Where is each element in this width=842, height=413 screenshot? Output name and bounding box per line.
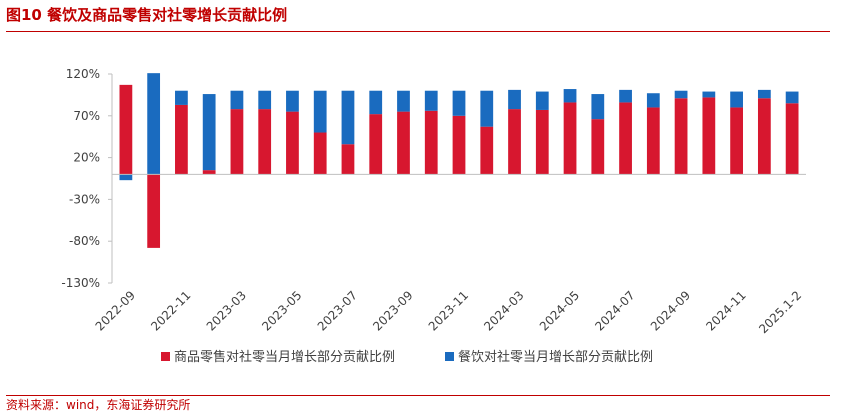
bar-retail-12 [452, 115, 466, 175]
bar-retail-3 [202, 170, 216, 175]
bar-retail-0 [119, 84, 133, 175]
x-tick-label: 2023-03 [204, 288, 249, 333]
x-tick-label: 2024-05 [537, 288, 582, 333]
title-divider [6, 31, 830, 32]
bar-catering-7 [313, 90, 327, 133]
bar-retail-23 [757, 98, 771, 175]
bar-catering-22 [730, 91, 743, 108]
y-tick-label: 120% [66, 67, 100, 81]
y-tick-label: -80% [69, 234, 100, 248]
bar-catering-24 [785, 91, 799, 104]
x-tick-label: 2022-11 [148, 288, 193, 333]
footer-divider [6, 395, 830, 396]
bar-catering-14 [508, 89, 521, 110]
bar-retail-18 [619, 102, 632, 175]
bar-catering-13 [480, 90, 494, 127]
x-tick-label: 2023-11 [426, 288, 471, 333]
bar-catering-19 [646, 93, 660, 108]
bar-retail-2 [175, 104, 188, 175]
bar-retail-9 [369, 114, 383, 175]
x-tick-label: 2022-09 [93, 288, 138, 333]
bar-retail-16 [563, 102, 577, 175]
bar-retail-22 [730, 107, 743, 175]
bar-retail-15 [535, 109, 549, 175]
bar-catering-12 [452, 90, 466, 116]
bar-retail-4 [230, 109, 244, 175]
x-tick-label: 2025.1-2 [756, 288, 804, 336]
bar-catering-18 [619, 89, 632, 103]
x-tick-label: 2023-05 [259, 288, 304, 333]
bar-retail-14 [508, 109, 521, 175]
bar-retail-1 [147, 174, 161, 248]
x-tick-label: 2024-11 [703, 288, 748, 333]
legend-swatch-retail [161, 352, 170, 361]
bar-retail-24 [785, 103, 799, 175]
bar-catering-4 [230, 90, 244, 110]
bar-catering-10 [397, 90, 410, 112]
x-tick-label: 2024-09 [648, 288, 693, 333]
bar-catering-17 [591, 94, 605, 120]
bar-retail-20 [674, 98, 688, 175]
bar-catering-3 [202, 94, 216, 171]
y-tick-label: -30% [69, 192, 100, 206]
chart-title: 图10 餐饮及商品零售对社零增长贡献比例 [6, 6, 288, 24]
bar-catering-20 [674, 90, 688, 99]
bar-catering-0 [119, 174, 133, 181]
legend-label-retail: 商品零售对社零当月增长部分贡献比例 [174, 349, 395, 365]
bars-layer [119, 73, 799, 248]
x-tick-label: 2023-09 [370, 288, 415, 333]
bar-catering-15 [535, 91, 549, 110]
y-tick-label: 70% [73, 109, 100, 123]
bar-retail-13 [480, 126, 494, 175]
chart: 120%70%20%-30%-80%-130%2022-09 2022-11 202… [61, 67, 806, 365]
bar-catering-1 [147, 73, 161, 175]
bar-retail-10 [397, 111, 410, 175]
y-tick-label: -130% [61, 276, 100, 290]
bar-retail-5 [258, 109, 272, 175]
bar-retail-7 [313, 132, 327, 175]
bar-catering-5 [258, 90, 272, 110]
bar-catering-8 [341, 90, 355, 145]
bar-catering-21 [702, 91, 716, 98]
legend-label-catering: 餐饮对社零当月增长部分贡献比例 [458, 349, 653, 365]
legend: 商品零售对社零当月增长部分贡献比例 餐饮对社零当月增长部分贡献比例 [161, 349, 653, 365]
y-tick-label: 20% [73, 151, 100, 165]
x-tick-label: 2024-03 [481, 288, 526, 333]
bar-catering-16 [563, 89, 577, 103]
bar-catering-11 [424, 90, 438, 111]
bar-retail-8 [341, 144, 355, 175]
bar-retail-19 [646, 107, 660, 175]
bar-catering-9 [369, 90, 383, 115]
bar-retail-6 [286, 111, 299, 175]
bar-catering-2 [175, 90, 188, 105]
bar-retail-21 [702, 97, 716, 175]
x-tick-label: 2023-07 [315, 288, 360, 333]
bar-retail-11 [424, 110, 438, 175]
x-tick-label: 2024-07 [592, 288, 637, 333]
bar-catering-6 [286, 90, 299, 112]
bar-retail-17 [591, 119, 605, 175]
bar-catering-23 [757, 89, 771, 99]
legend-swatch-catering [445, 352, 454, 361]
